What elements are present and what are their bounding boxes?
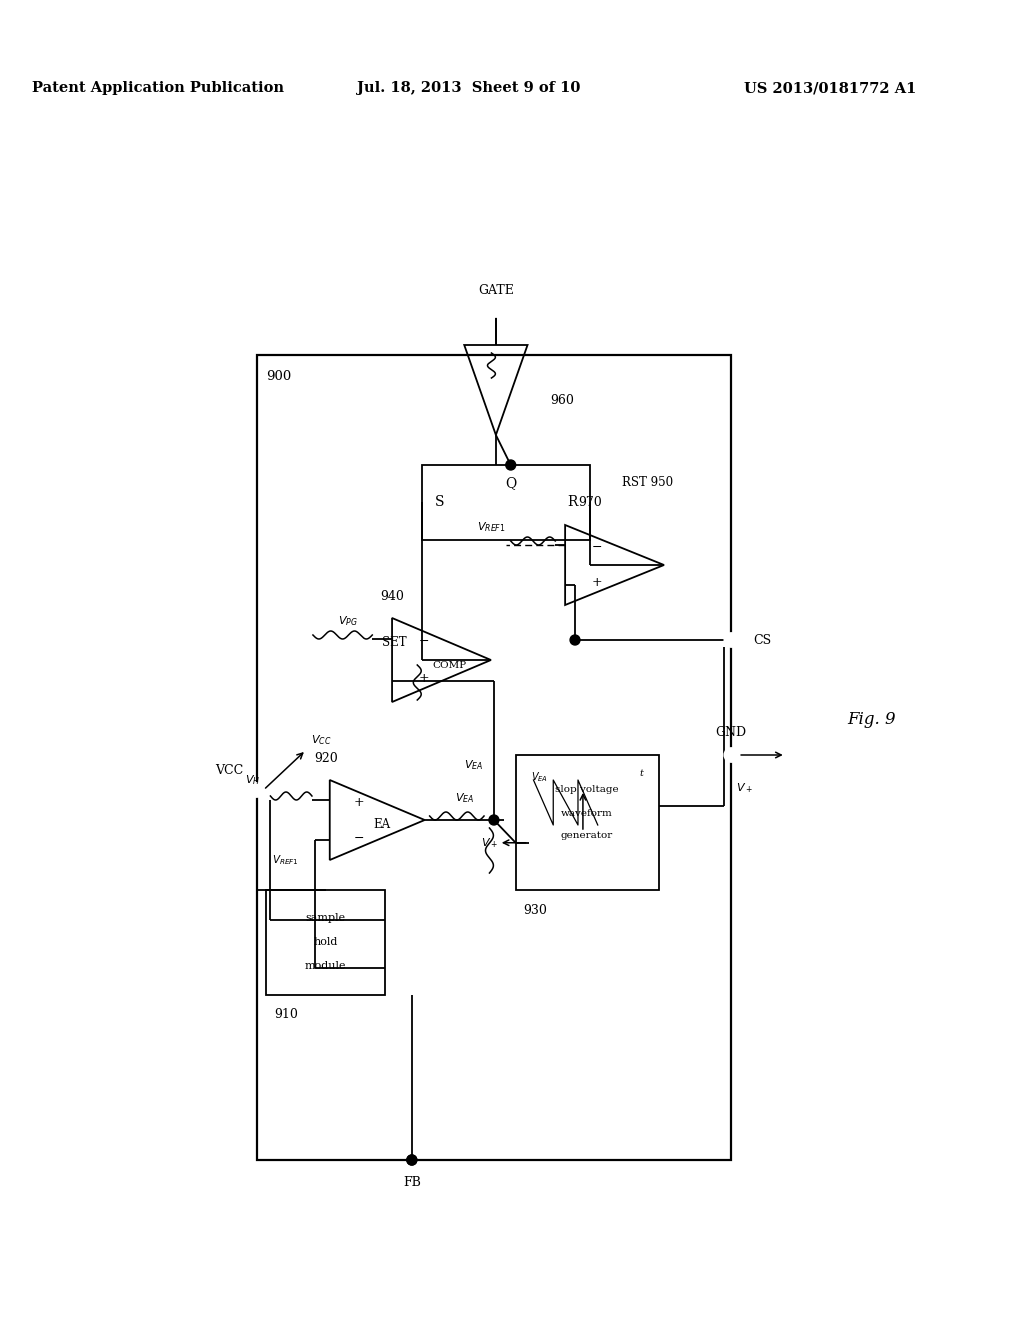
Circle shape xyxy=(570,635,580,645)
Text: $V_{REF1}$: $V_{REF1}$ xyxy=(476,520,505,533)
Text: 970: 970 xyxy=(578,496,602,510)
Text: FB: FB xyxy=(402,1176,421,1188)
Text: $V_+$: $V_+$ xyxy=(481,836,498,850)
Text: Jul. 18, 2013  Sheet 9 of 10: Jul. 18, 2013 Sheet 9 of 10 xyxy=(356,81,580,95)
Text: $V_{EA}$: $V_{EA}$ xyxy=(464,758,483,772)
Text: 900: 900 xyxy=(265,371,291,384)
Text: Q: Q xyxy=(505,477,516,490)
Bar xyxy=(257,355,731,1160)
Text: Fig. 9: Fig. 9 xyxy=(848,711,896,729)
Text: $V_{PG}$: $V_{PG}$ xyxy=(338,614,357,628)
Text: $V_{EA}$: $V_{EA}$ xyxy=(531,770,549,784)
Text: 960: 960 xyxy=(550,393,574,407)
Text: $V_{REF1}$: $V_{REF1}$ xyxy=(271,853,299,867)
Text: hold: hold xyxy=(313,937,338,946)
Text: slop voltage: slop voltage xyxy=(555,785,618,795)
Text: S: S xyxy=(435,495,444,510)
Text: +: + xyxy=(592,577,602,590)
Circle shape xyxy=(407,1155,417,1166)
Text: module: module xyxy=(305,961,346,972)
Text: generator: generator xyxy=(561,830,613,840)
Text: sample: sample xyxy=(306,913,346,923)
Text: −: − xyxy=(354,832,365,845)
Text: R: R xyxy=(567,495,578,510)
Text: GND: GND xyxy=(716,726,746,739)
Text: CS: CS xyxy=(753,634,771,647)
Text: Patent Application Publication: Patent Application Publication xyxy=(32,81,284,95)
Text: 940: 940 xyxy=(380,590,404,602)
Circle shape xyxy=(506,459,516,470)
Text: US 2013/0181772 A1: US 2013/0181772 A1 xyxy=(744,81,916,95)
Circle shape xyxy=(250,783,263,797)
Circle shape xyxy=(407,1155,417,1166)
Text: GATE: GATE xyxy=(478,284,514,297)
Text: t: t xyxy=(639,768,643,777)
Text: SET: SET xyxy=(382,635,407,648)
Text: −: − xyxy=(419,635,429,648)
Circle shape xyxy=(724,634,738,647)
Bar xyxy=(422,465,590,540)
Circle shape xyxy=(489,304,503,317)
Text: COMP: COMP xyxy=(432,660,467,669)
Circle shape xyxy=(724,748,738,762)
Text: 930: 930 xyxy=(523,903,548,916)
Bar xyxy=(516,755,659,890)
Text: +: + xyxy=(419,672,429,685)
Text: VCC: VCC xyxy=(215,763,243,776)
Text: $V_{EA}$: $V_{EA}$ xyxy=(455,791,474,805)
Text: $V_{CC}$: $V_{CC}$ xyxy=(310,733,331,747)
Text: −: − xyxy=(592,540,602,553)
Circle shape xyxy=(489,814,499,825)
Text: +: + xyxy=(354,796,365,808)
Text: $V_+$: $V_+$ xyxy=(736,781,753,795)
Text: 910: 910 xyxy=(274,1008,298,1022)
Text: 920: 920 xyxy=(314,751,338,764)
Bar xyxy=(266,890,385,995)
Text: EA: EA xyxy=(374,818,391,832)
Text: RST 950: RST 950 xyxy=(622,477,673,490)
Text: $V_H$: $V_H$ xyxy=(245,774,260,787)
Text: waveform: waveform xyxy=(561,808,612,817)
